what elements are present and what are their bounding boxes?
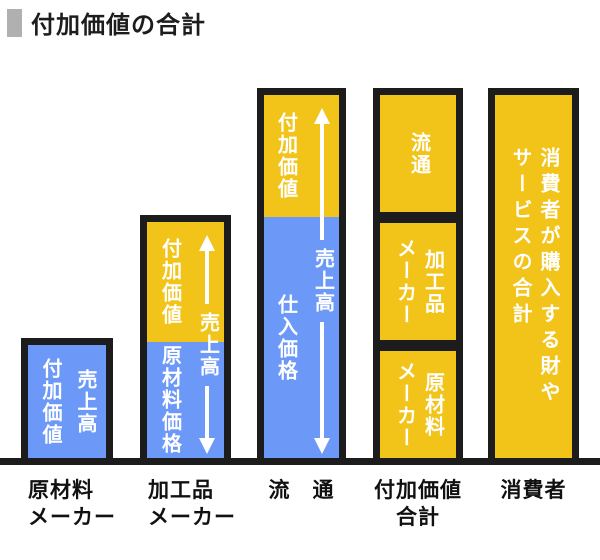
sales-label: 売上高 bbox=[196, 311, 219, 378]
x-label-line: メーカー bbox=[28, 506, 116, 529]
arrow-up-icon bbox=[314, 108, 330, 124]
processed-goods-label: 加工品 bbox=[421, 248, 444, 315]
segment-labels-column: 付加価値 仕入価格 bbox=[264, 95, 306, 458]
x-label-line: 加工品 bbox=[148, 479, 214, 502]
arrow-line bbox=[205, 251, 209, 304]
bar-value-added-total: 流通 メーカー 加工品 メーカー 原材料 bbox=[373, 88, 463, 458]
x-label-line: 原材料 bbox=[28, 479, 94, 502]
x-label-consumer: 消費者 bbox=[500, 479, 567, 502]
chart-header: 付加価値の合計 bbox=[7, 5, 206, 40]
x-label-distribution: 流 通 bbox=[268, 479, 335, 502]
sales-span-arrow: 売上高 bbox=[306, 95, 338, 458]
bar-consumer: サービスの合計 消費者が購入する財や bbox=[488, 88, 579, 458]
arrow-line bbox=[320, 124, 324, 240]
value-added-label: 付加価値 bbox=[274, 112, 297, 200]
x-label-value-added-total: 付加価値 合計 bbox=[366, 477, 470, 531]
services-total-column: サービスの合計 bbox=[509, 146, 531, 329]
processed-goods-maker-segment: メーカー 加工品 bbox=[380, 223, 456, 340]
raw-material-label: 原材料 bbox=[421, 371, 444, 438]
bar-distribution-fill bbox=[264, 95, 339, 458]
sales-label: 売上高 bbox=[311, 248, 334, 314]
page-title: 付加価値の合計 bbox=[31, 12, 206, 39]
distribution-segment: 流通 bbox=[380, 95, 456, 212]
value-added-label: 付加価値 bbox=[39, 357, 61, 446]
distribution-label: 流通 bbox=[407, 131, 430, 176]
maker-label: メーカー bbox=[393, 360, 416, 449]
segment-labels-column: 付加価値 原材料価格 bbox=[147, 222, 191, 458]
arrow-line bbox=[205, 385, 209, 438]
purchase-price-label: 仕入価格 bbox=[274, 293, 297, 382]
x-label-raw-material-maker: 原材料 メーカー bbox=[28, 477, 116, 531]
raw-material-maker-segment: メーカー 原材料 bbox=[380, 351, 456, 458]
sales-label: 売上高 bbox=[74, 368, 96, 435]
sales-span-arrow: 売上高 bbox=[191, 222, 223, 458]
x-label-processed-goods-maker: 加工品 メーカー bbox=[148, 477, 236, 531]
bar-consumer-fill: サービスの合計 消費者が購入する財や bbox=[495, 95, 572, 458]
bar-distribution: 付加価値 仕入価格 売上高 bbox=[257, 88, 346, 458]
x-axis-line bbox=[0, 458, 600, 465]
x-label-line: メーカー bbox=[148, 506, 236, 529]
x-label-line: 付加価値 bbox=[374, 479, 462, 502]
value-added-label: 付加価値 bbox=[158, 238, 181, 326]
arrow-line bbox=[320, 322, 324, 438]
arrow-up-icon bbox=[199, 235, 215, 251]
consumer-total-text: サービスの合計 消費者が購入する財や bbox=[509, 146, 559, 407]
consumer-purchase-column: 消費者が購入する財や bbox=[537, 146, 559, 407]
maker-label: メーカー bbox=[393, 237, 416, 326]
bar-raw-material-maker: 付加価値 売上高 bbox=[21, 338, 113, 458]
title-marker bbox=[7, 8, 22, 37]
arrow-down-icon bbox=[199, 438, 215, 454]
bar-raw-material-maker-fill: 付加価値 売上高 bbox=[28, 345, 106, 458]
purchase-price-segment bbox=[264, 217, 339, 458]
x-label-line: 合計 bbox=[396, 506, 440, 529]
raw-material-price-label: 原材料価格 bbox=[158, 345, 181, 455]
arrow-down-icon bbox=[314, 438, 330, 454]
bar-processed-goods-maker: 付加価値 原材料価格 売上高 bbox=[140, 215, 231, 458]
